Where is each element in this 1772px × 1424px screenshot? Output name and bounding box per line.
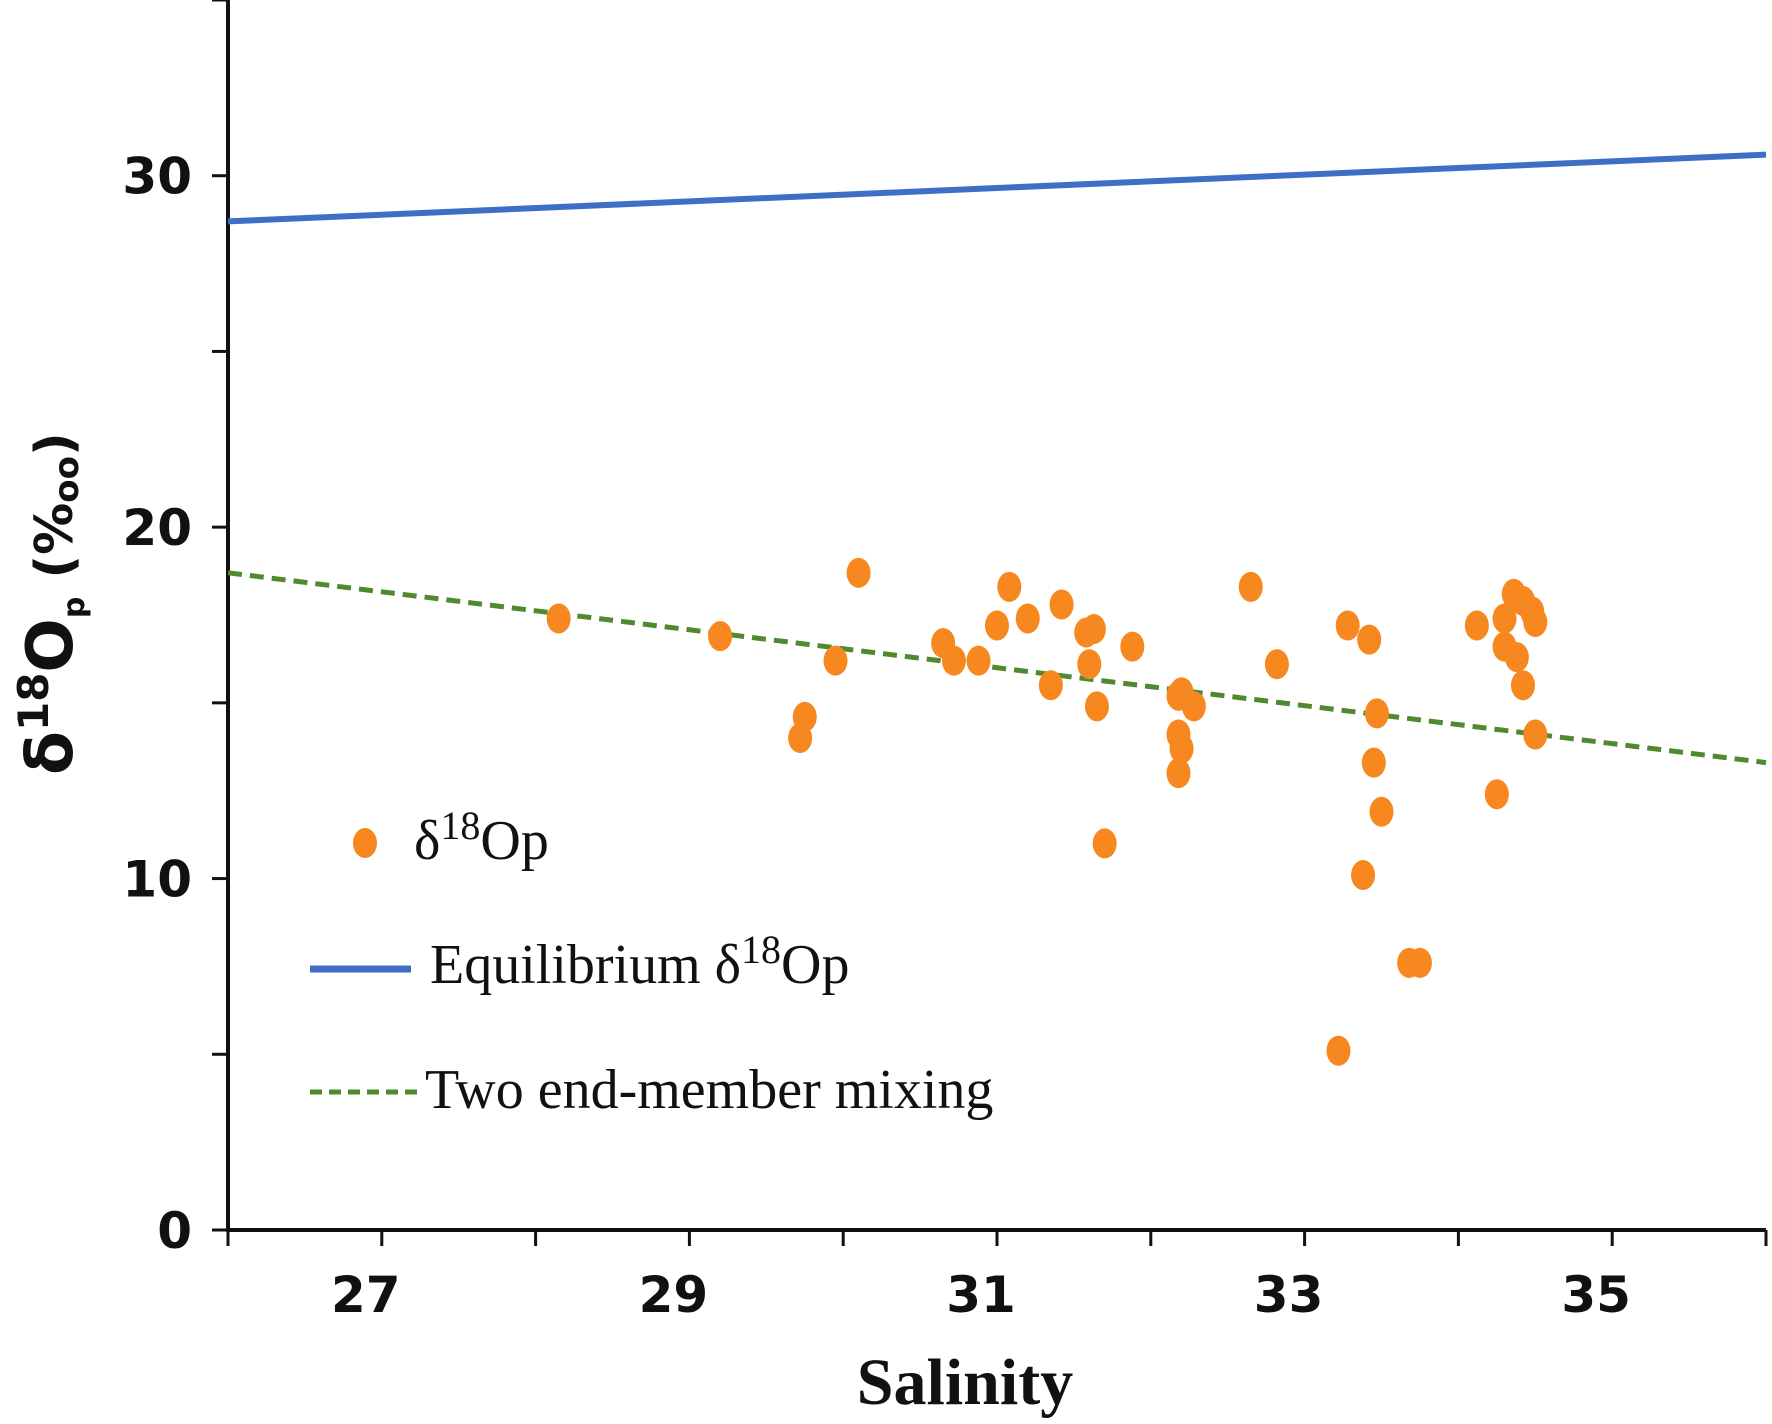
x-tick-label-1: 29 <box>639 1266 709 1324</box>
legend: δ18Op Equilibrium δ18Op Two end-member mix… <box>310 803 993 1121</box>
data-point-10 <box>997 571 1022 602</box>
data-point-17 <box>1084 691 1109 722</box>
y-tick-label-3: 30 <box>122 148 192 206</box>
data-point-30 <box>1351 860 1376 891</box>
data-point-31 <box>1357 624 1382 655</box>
reference-lines <box>227 151 1767 766</box>
x-tick-label-0: 27 <box>331 1266 401 1324</box>
x-tick-label-3: 33 <box>1254 1266 1324 1324</box>
data-point-0 <box>546 603 571 634</box>
data-point-13 <box>1049 589 1074 620</box>
data-point-37 <box>1464 610 1489 641</box>
data-point-12 <box>1038 670 1063 701</box>
data-point-29 <box>1335 610 1360 641</box>
data-point-3 <box>788 723 813 753</box>
legend-label-0: δ18Op <box>414 803 549 872</box>
data-point-22 <box>1181 691 1206 722</box>
data-point-27 <box>1264 649 1289 680</box>
data-point-19 <box>1120 631 1145 662</box>
equilibrium-line <box>227 151 1767 225</box>
legend-point-marker <box>353 828 377 858</box>
x-tick-label-2: 31 <box>946 1266 1016 1324</box>
data-point-34 <box>1369 796 1394 827</box>
data-point-47 <box>1523 719 1548 750</box>
data-point-11 <box>1015 603 1040 634</box>
data-point-15 <box>1081 614 1106 645</box>
x-tick-label-4: 35 <box>1561 1266 1631 1324</box>
data-point-1 <box>708 621 733 652</box>
axes: 27 29 31 33 35 0 10 20 30 <box>122 0 1768 1324</box>
data-point-46 <box>1523 607 1548 638</box>
data-point-33 <box>1364 698 1389 729</box>
legend-label-2: Two end-member mixing <box>425 1059 993 1121</box>
data-point-16 <box>1077 649 1102 680</box>
data-point-36 <box>1407 947 1432 978</box>
y-tick-label-1: 10 <box>122 851 192 909</box>
x-axis-title: Salinity <box>857 1346 1073 1419</box>
data-point-26 <box>1238 571 1263 602</box>
data-point-39 <box>1492 603 1517 634</box>
data-point-5 <box>846 557 871 588</box>
data-point-4 <box>823 645 848 676</box>
mixing-line <box>227 570 1767 766</box>
data-point-8 <box>966 645 991 676</box>
data-point-42 <box>1504 642 1529 673</box>
data-point-18 <box>1092 828 1117 859</box>
data-point-28 <box>1326 1035 1351 1066</box>
data-point-38 <box>1484 779 1509 810</box>
data-point-9 <box>985 610 1009 641</box>
axis-titles: Salinity δ18Op (%oo) <box>9 432 1073 1419</box>
data-point-32 <box>1361 747 1386 778</box>
data-points <box>546 557 1548 1066</box>
data-point-7 <box>941 645 966 676</box>
y-tick-label-2: 20 <box>122 499 192 557</box>
data-point-24 <box>1169 733 1194 764</box>
legend-label-1: Equilibrium δ18Op <box>430 927 850 996</box>
data-point-25 <box>1166 758 1191 789</box>
data-point-44 <box>1510 670 1535 701</box>
y-tick-label-0: 0 <box>157 1202 192 1260</box>
y-axis-title: δ18Op (%oo) <box>9 432 92 775</box>
